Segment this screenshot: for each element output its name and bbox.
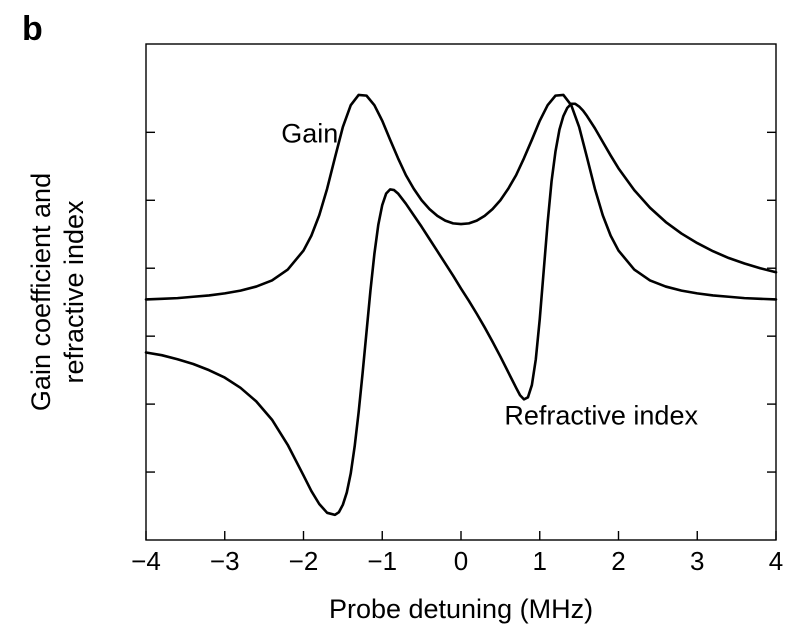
x-tick-label: 2 xyxy=(611,546,625,576)
panel-label: b xyxy=(22,10,43,48)
x-tick-label: −1 xyxy=(367,546,397,576)
refractive-index-label: Refractive index xyxy=(504,400,698,430)
x-tick-label: 1 xyxy=(533,546,547,576)
x-tick-label: 4 xyxy=(769,546,783,576)
x-ticks: −4 −3 −2 −1 0 1 2 3 4 xyxy=(131,531,783,576)
gain-label: Gain xyxy=(281,119,338,149)
refractive-index-curve xyxy=(144,102,778,517)
series-group: Gain Refractive index xyxy=(144,93,778,517)
y-axis-title-line-2: refractive index xyxy=(59,200,89,384)
x-axis-title: Probe detuning (MHz) xyxy=(329,594,593,624)
x-tick-label: −4 xyxy=(131,546,161,576)
y-ticks xyxy=(146,131,776,473)
x-tick-label: 0 xyxy=(454,546,468,576)
x-tick-label: −3 xyxy=(210,546,240,576)
x-tick-label: −2 xyxy=(289,546,319,576)
y-axis-title: Gain coefficient and refractive index xyxy=(26,173,89,411)
plot-frame xyxy=(145,43,777,541)
x-tick-label: 3 xyxy=(690,546,704,576)
y-axis-title-line-1: Gain coefficient and xyxy=(26,173,56,411)
gain-curve xyxy=(144,93,778,301)
